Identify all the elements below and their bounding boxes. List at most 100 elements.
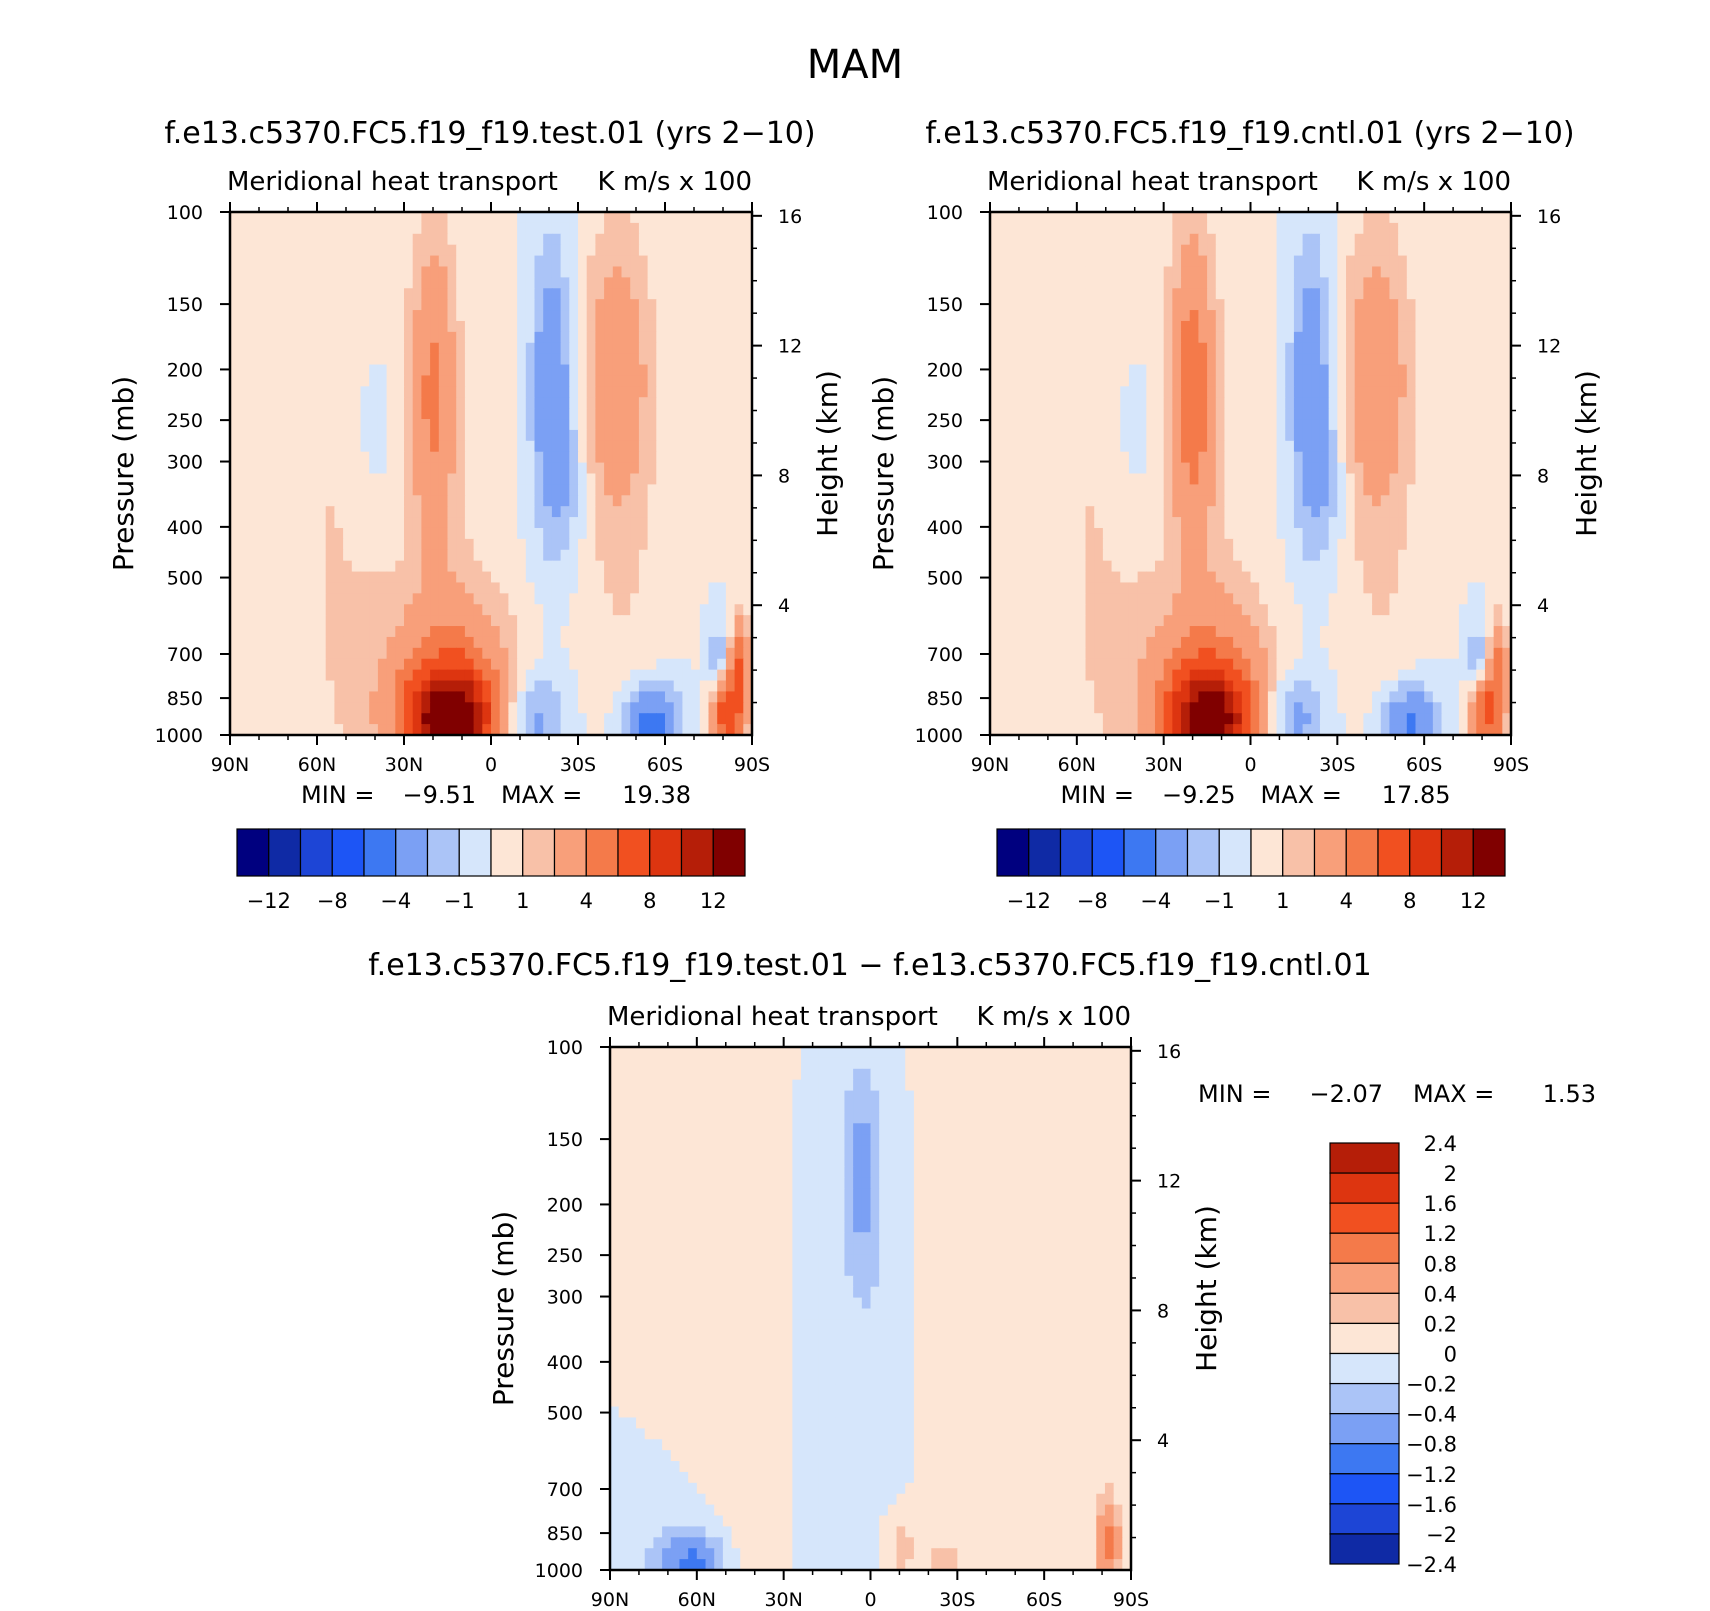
contour-cell — [1068, 571, 1078, 584]
contour-cell — [595, 691, 605, 703]
contour-cell — [534, 626, 544, 638]
left-title: Meridional heat transport — [987, 167, 1318, 197]
contour-cell — [1198, 342, 1208, 355]
contour-cell — [725, 277, 736, 289]
contour-cell — [1406, 506, 1417, 518]
contour-cell — [699, 691, 710, 703]
contour-cell — [990, 277, 1000, 289]
contour-cell — [491, 571, 501, 584]
contour-cell — [1328, 397, 1338, 409]
contour-cell — [264, 484, 275, 496]
contour-cell — [325, 527, 335, 540]
contour-cell — [377, 506, 388, 518]
contour-cell — [551, 212, 562, 224]
contour-cell — [282, 538, 292, 551]
contour-cell — [621, 593, 631, 605]
contour-cell — [282, 669, 292, 682]
contour-cell — [998, 331, 1008, 344]
contour-cell — [508, 222, 518, 235]
contour-cell — [665, 299, 675, 311]
contour-cell — [560, 233, 570, 246]
contour-cell — [438, 364, 449, 377]
contour-cell — [673, 320, 683, 333]
contour-cell — [482, 702, 492, 714]
contour-cell — [1198, 222, 1208, 235]
contour-cell — [360, 244, 370, 257]
contour-cell — [621, 538, 631, 551]
contour-cell — [1432, 353, 1443, 366]
contour-cell — [1102, 451, 1113, 464]
contour-cell — [256, 582, 266, 594]
contour-cell — [734, 691, 744, 703]
contour-cell — [1380, 484, 1391, 496]
contour-cell — [691, 222, 701, 235]
contour-cell — [1033, 331, 1043, 344]
contour-cell — [725, 212, 736, 224]
contour-cell — [317, 266, 327, 278]
contour-cell — [647, 419, 657, 431]
contour-cell — [998, 538, 1008, 551]
contour-cell — [256, 233, 266, 246]
contour-cell — [1233, 353, 1243, 366]
contour-cell — [299, 277, 309, 289]
contour-cell — [638, 571, 649, 584]
contour-cell — [604, 713, 614, 725]
contour-cell — [1406, 310, 1417, 322]
contour-cell — [1085, 495, 1095, 507]
contour-cell — [1076, 527, 1087, 540]
contour-cell — [1259, 255, 1269, 268]
contour-cell — [1259, 375, 1269, 387]
contour-cell — [1189, 266, 1199, 278]
contour-cell — [1215, 353, 1226, 366]
contour-cell — [1172, 549, 1182, 562]
contour-cell — [1276, 462, 1286, 475]
contour-cell — [734, 299, 744, 311]
contour-cell — [1319, 299, 1330, 311]
contour-cell — [1111, 451, 1121, 464]
contour-cell — [299, 429, 309, 442]
contour-cell — [725, 364, 736, 377]
contour-cell — [1398, 222, 1408, 235]
contour-cell — [1094, 386, 1104, 398]
contour-cell — [569, 212, 579, 224]
contour-cell — [743, 527, 753, 540]
contour-cell — [734, 593, 744, 605]
contour-cell — [308, 440, 318, 453]
contour-cell — [725, 571, 736, 584]
contour-cell — [595, 233, 605, 246]
contour-cell — [630, 517, 640, 529]
contour-cell — [1450, 222, 1460, 235]
contour-cell — [238, 724, 248, 736]
contour-cell — [421, 604, 431, 616]
contour-cell — [360, 527, 370, 540]
contour-cell — [621, 288, 631, 300]
contour-cell — [238, 266, 248, 278]
contour-cell — [1259, 320, 1269, 333]
contour-cell — [699, 702, 710, 714]
contour-cell — [1163, 429, 1173, 442]
contour-cell — [1241, 320, 1252, 333]
contour-cell — [308, 222, 318, 235]
contour-cell — [395, 331, 405, 344]
contour-cell — [1207, 462, 1217, 475]
contour-cell — [560, 517, 570, 529]
contour-cell — [491, 495, 501, 507]
contour-cell — [1076, 419, 1087, 431]
contour-cell — [299, 255, 309, 268]
contour-cell — [734, 386, 744, 398]
contour-cell — [299, 527, 309, 540]
contour-cell — [699, 397, 710, 409]
contour-cell — [421, 244, 431, 257]
contour-cell — [404, 397, 414, 409]
contour-cell — [656, 386, 666, 398]
contour-cell — [1241, 310, 1252, 322]
contour-cell — [560, 277, 570, 289]
contour-cell — [630, 331, 640, 344]
contour-cell — [447, 244, 457, 257]
contour-cell — [1241, 440, 1252, 453]
contour-cell — [360, 462, 370, 475]
contour-cell — [717, 604, 727, 616]
contour-cell — [1458, 212, 1469, 224]
colorbar-box — [585, 828, 619, 877]
contour-cell — [1328, 331, 1338, 344]
